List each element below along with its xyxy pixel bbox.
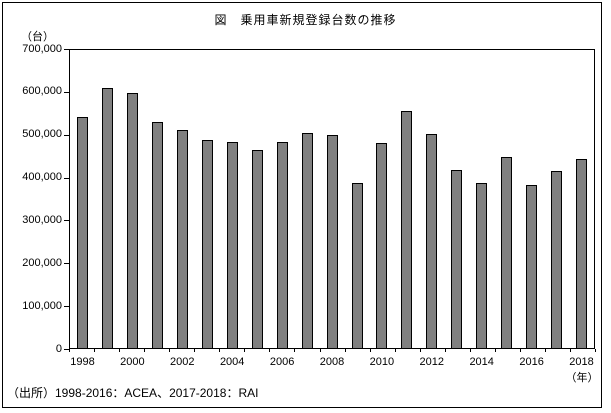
x-tick-label-2010: 2010 [369, 356, 395, 368]
x-tick-mark [469, 349, 471, 352]
bar-2006 [276, 142, 288, 348]
chart-title: 図 乗用車新規登録台数の推移 [214, 13, 397, 27]
x-tick-mark [319, 349, 321, 352]
y-tick-mark [64, 92, 69, 93]
bar-2010 [376, 143, 388, 348]
y-tick-mark [64, 178, 69, 179]
x-tick-mark [119, 349, 121, 352]
bar-2017 [551, 171, 563, 348]
source-note: （出所）1998-2016：ACEA、2017-2018：RAI [7, 386, 259, 400]
bar-2012 [426, 134, 438, 348]
bar-2005 [251, 150, 263, 348]
x-tick-mark [519, 349, 521, 352]
x-tick-mark [570, 349, 571, 352]
bar-2014 [476, 183, 488, 348]
bar-1999 [101, 88, 113, 348]
x-tick-mark [369, 349, 371, 352]
y-tick-label-100000: 100,000 [22, 299, 62, 312]
y-axis-unit-label: （台） [21, 31, 54, 43]
bar-2001 [151, 122, 163, 348]
x-tick-label-2012: 2012 [419, 356, 445, 368]
x-tick-label-2014: 2014 [469, 356, 494, 368]
y-tick-label-600000: 600,000 [22, 85, 62, 98]
x-tick-mark [69, 349, 70, 352]
x-tick-mark [344, 349, 346, 352]
y-tick-label-200000: 200,000 [22, 256, 62, 269]
y-tick-mark [64, 349, 69, 350]
x-axis-unit-label: （年） [565, 372, 599, 384]
bar-2000 [126, 93, 138, 348]
y-tick-label-500000: 500,000 [22, 128, 62, 141]
y-tick-label-300000: 300,000 [22, 213, 62, 226]
bar-2018 [576, 159, 587, 348]
x-tick-mark [169, 349, 171, 352]
x-tick-mark [269, 349, 271, 352]
x-tick-label-2000: 2000 [120, 356, 145, 368]
x-tick-label-2002: 2002 [170, 356, 195, 368]
x-tick-mark [94, 349, 95, 352]
x-tick-label-1998: 1998 [70, 356, 95, 368]
y-tick-label-0: 0 [55, 342, 62, 355]
y-tick-mark [64, 220, 69, 221]
x-tick-mark [419, 349, 421, 352]
x-tick-label-2018: 2018 [569, 356, 594, 368]
x-tick-mark [294, 349, 296, 352]
x-tick-mark [494, 349, 496, 352]
bar-2002 [176, 130, 188, 348]
x-tick-label-2008: 2008 [319, 356, 345, 368]
bar-2015 [501, 157, 513, 348]
bar-2007 [301, 133, 313, 348]
plot-area [69, 49, 595, 349]
x-tick-mark [219, 349, 221, 352]
x-tick-mark [394, 349, 396, 352]
bar-2003 [201, 140, 213, 348]
x-tick-mark [544, 349, 546, 352]
x-tick-mark [144, 349, 146, 352]
y-tick-label-700000: 700,000 [22, 42, 62, 55]
bar-2016 [526, 185, 538, 348]
x-tick-mark [595, 349, 596, 352]
x-tick-mark [244, 349, 246, 352]
x-tick-mark [444, 349, 446, 352]
y-tick-label-400000: 400,000 [22, 171, 62, 184]
bar-2009 [351, 183, 363, 348]
bar-2008 [326, 135, 338, 348]
y-tick-mark [64, 49, 69, 50]
bar-2013 [451, 170, 463, 348]
x-tick-mark [194, 349, 196, 352]
x-tick-label-2004: 2004 [219, 356, 245, 368]
x-tick-label-2016: 2016 [519, 356, 544, 368]
bar-2011 [401, 111, 413, 348]
x-tick-label-2006: 2006 [269, 356, 295, 368]
bar-2004 [226, 142, 238, 348]
y-tick-mark [64, 263, 69, 264]
y-tick-mark [64, 306, 69, 307]
bar-1998 [77, 117, 88, 348]
y-tick-mark [64, 135, 69, 136]
